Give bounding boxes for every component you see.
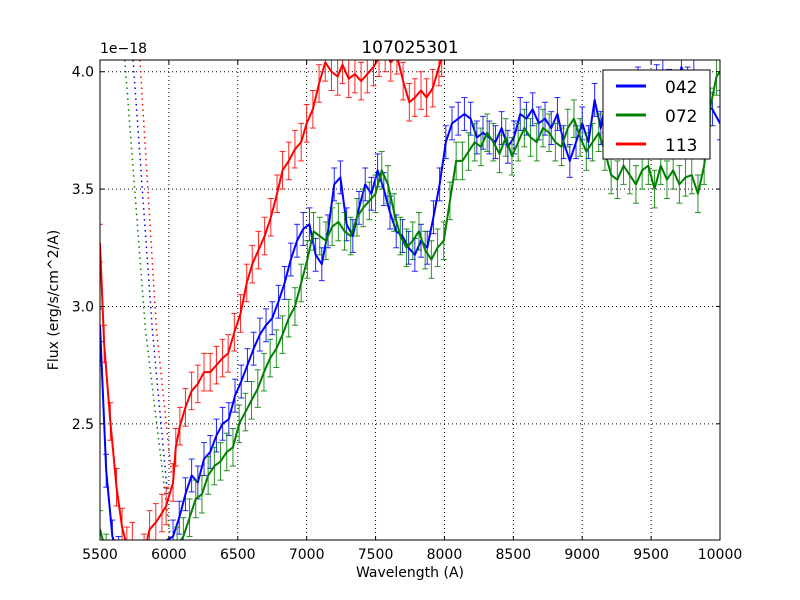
x-tick-label: 8000 xyxy=(427,547,463,563)
model-dotted-line xyxy=(124,60,172,537)
legend: 042 072 113 xyxy=(602,69,711,160)
legend-label: 072 xyxy=(665,107,697,127)
model-dotted-line xyxy=(132,60,169,495)
series-113 xyxy=(100,60,445,540)
x-tick-label: 9500 xyxy=(633,547,669,563)
x-axis: 5500 6000 6500 7000 7500 8000 8500 9000 9500 1000… xyxy=(82,60,742,563)
model-dotted-line xyxy=(139,60,173,476)
x-tick-label: 5500 xyxy=(82,547,118,563)
chart-title: 107025301 xyxy=(361,38,458,58)
legend-label: 042 xyxy=(665,78,697,98)
x-tick-label: 6000 xyxy=(151,547,187,563)
legend-label: 113 xyxy=(665,136,697,156)
y-offset-label: 1e−18 xyxy=(100,41,147,57)
x-tick-label: 6500 xyxy=(220,547,256,563)
x-tick-label: 8500 xyxy=(496,547,532,563)
x-tick-label: 9000 xyxy=(564,547,600,563)
legend-item-072: 072 xyxy=(616,107,697,127)
y-tick-label: 3.0 xyxy=(72,299,94,315)
y-tick-label: 4.0 xyxy=(72,65,94,81)
legend-item-042: 042 xyxy=(616,78,697,98)
data-line xyxy=(100,71,720,540)
y-tick-label: 3.5 xyxy=(72,182,94,198)
data-line xyxy=(100,60,443,540)
x-tick-label: 7000 xyxy=(289,547,325,563)
x-tick-label: 7500 xyxy=(358,547,394,563)
x-axis-label: Wavelength (A) xyxy=(356,565,464,581)
y-axis: 2.5 3.0 3.5 4.0 xyxy=(72,65,720,433)
y-tick-label: 2.5 xyxy=(72,417,94,433)
x-tick-label: 10000 xyxy=(698,547,743,563)
axes-frame xyxy=(99,59,721,541)
legend-item-113: 113 xyxy=(616,136,697,156)
y-axis-label: Flux (erg/s/cm^2/A) xyxy=(46,230,62,370)
